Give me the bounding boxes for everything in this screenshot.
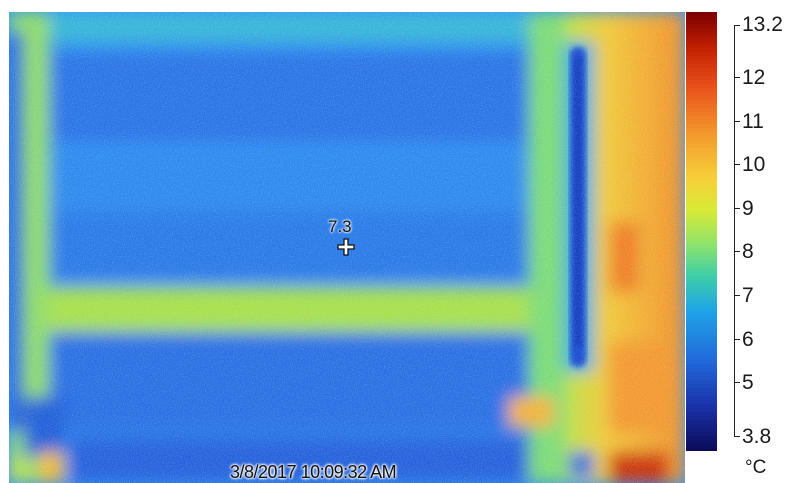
thermal-image[interactable]: 7.3 3/8/2017 10:09:32 AM: [9, 12, 685, 483]
tick-9: [734, 208, 740, 209]
scale-tick-label: 6: [742, 328, 754, 351]
tick-11: [734, 121, 740, 122]
tick-10: [734, 164, 740, 165]
color-scale-bar: [686, 12, 717, 451]
scale-tick-label: 5: [742, 371, 754, 394]
tick-12: [734, 77, 740, 78]
scale-axis-line: [734, 25, 735, 436]
thermal-heatmap: [9, 12, 685, 483]
tick-6: [734, 339, 740, 340]
scale-tick-label: 12: [742, 66, 766, 89]
scale-tick-label: 8: [742, 240, 754, 263]
tick-min: [734, 436, 740, 437]
temperature-scale: 13.2 12 11 10 9 8 7 6 5 3.8: [717, 0, 809, 483]
scale-tick-label: 9: [742, 197, 754, 220]
scale-max-label: 13.2: [742, 13, 783, 36]
crosshair-icon[interactable]: [336, 237, 356, 257]
tick-max: [734, 25, 740, 26]
scale-tick-label: 11: [742, 110, 764, 133]
tick-7: [734, 295, 740, 296]
tick-8: [734, 251, 740, 252]
spot-temperature-label: 7.3: [328, 217, 352, 236]
temperature-unit-label: °C: [745, 457, 767, 478]
scale-min-label: 3.8: [742, 425, 772, 448]
scale-tick-label: 7: [742, 284, 754, 307]
tick-5: [734, 382, 740, 383]
scale-tick-label: 10: [742, 153, 766, 176]
capture-timestamp: 3/8/2017 10:09:32 AM: [230, 462, 397, 482]
